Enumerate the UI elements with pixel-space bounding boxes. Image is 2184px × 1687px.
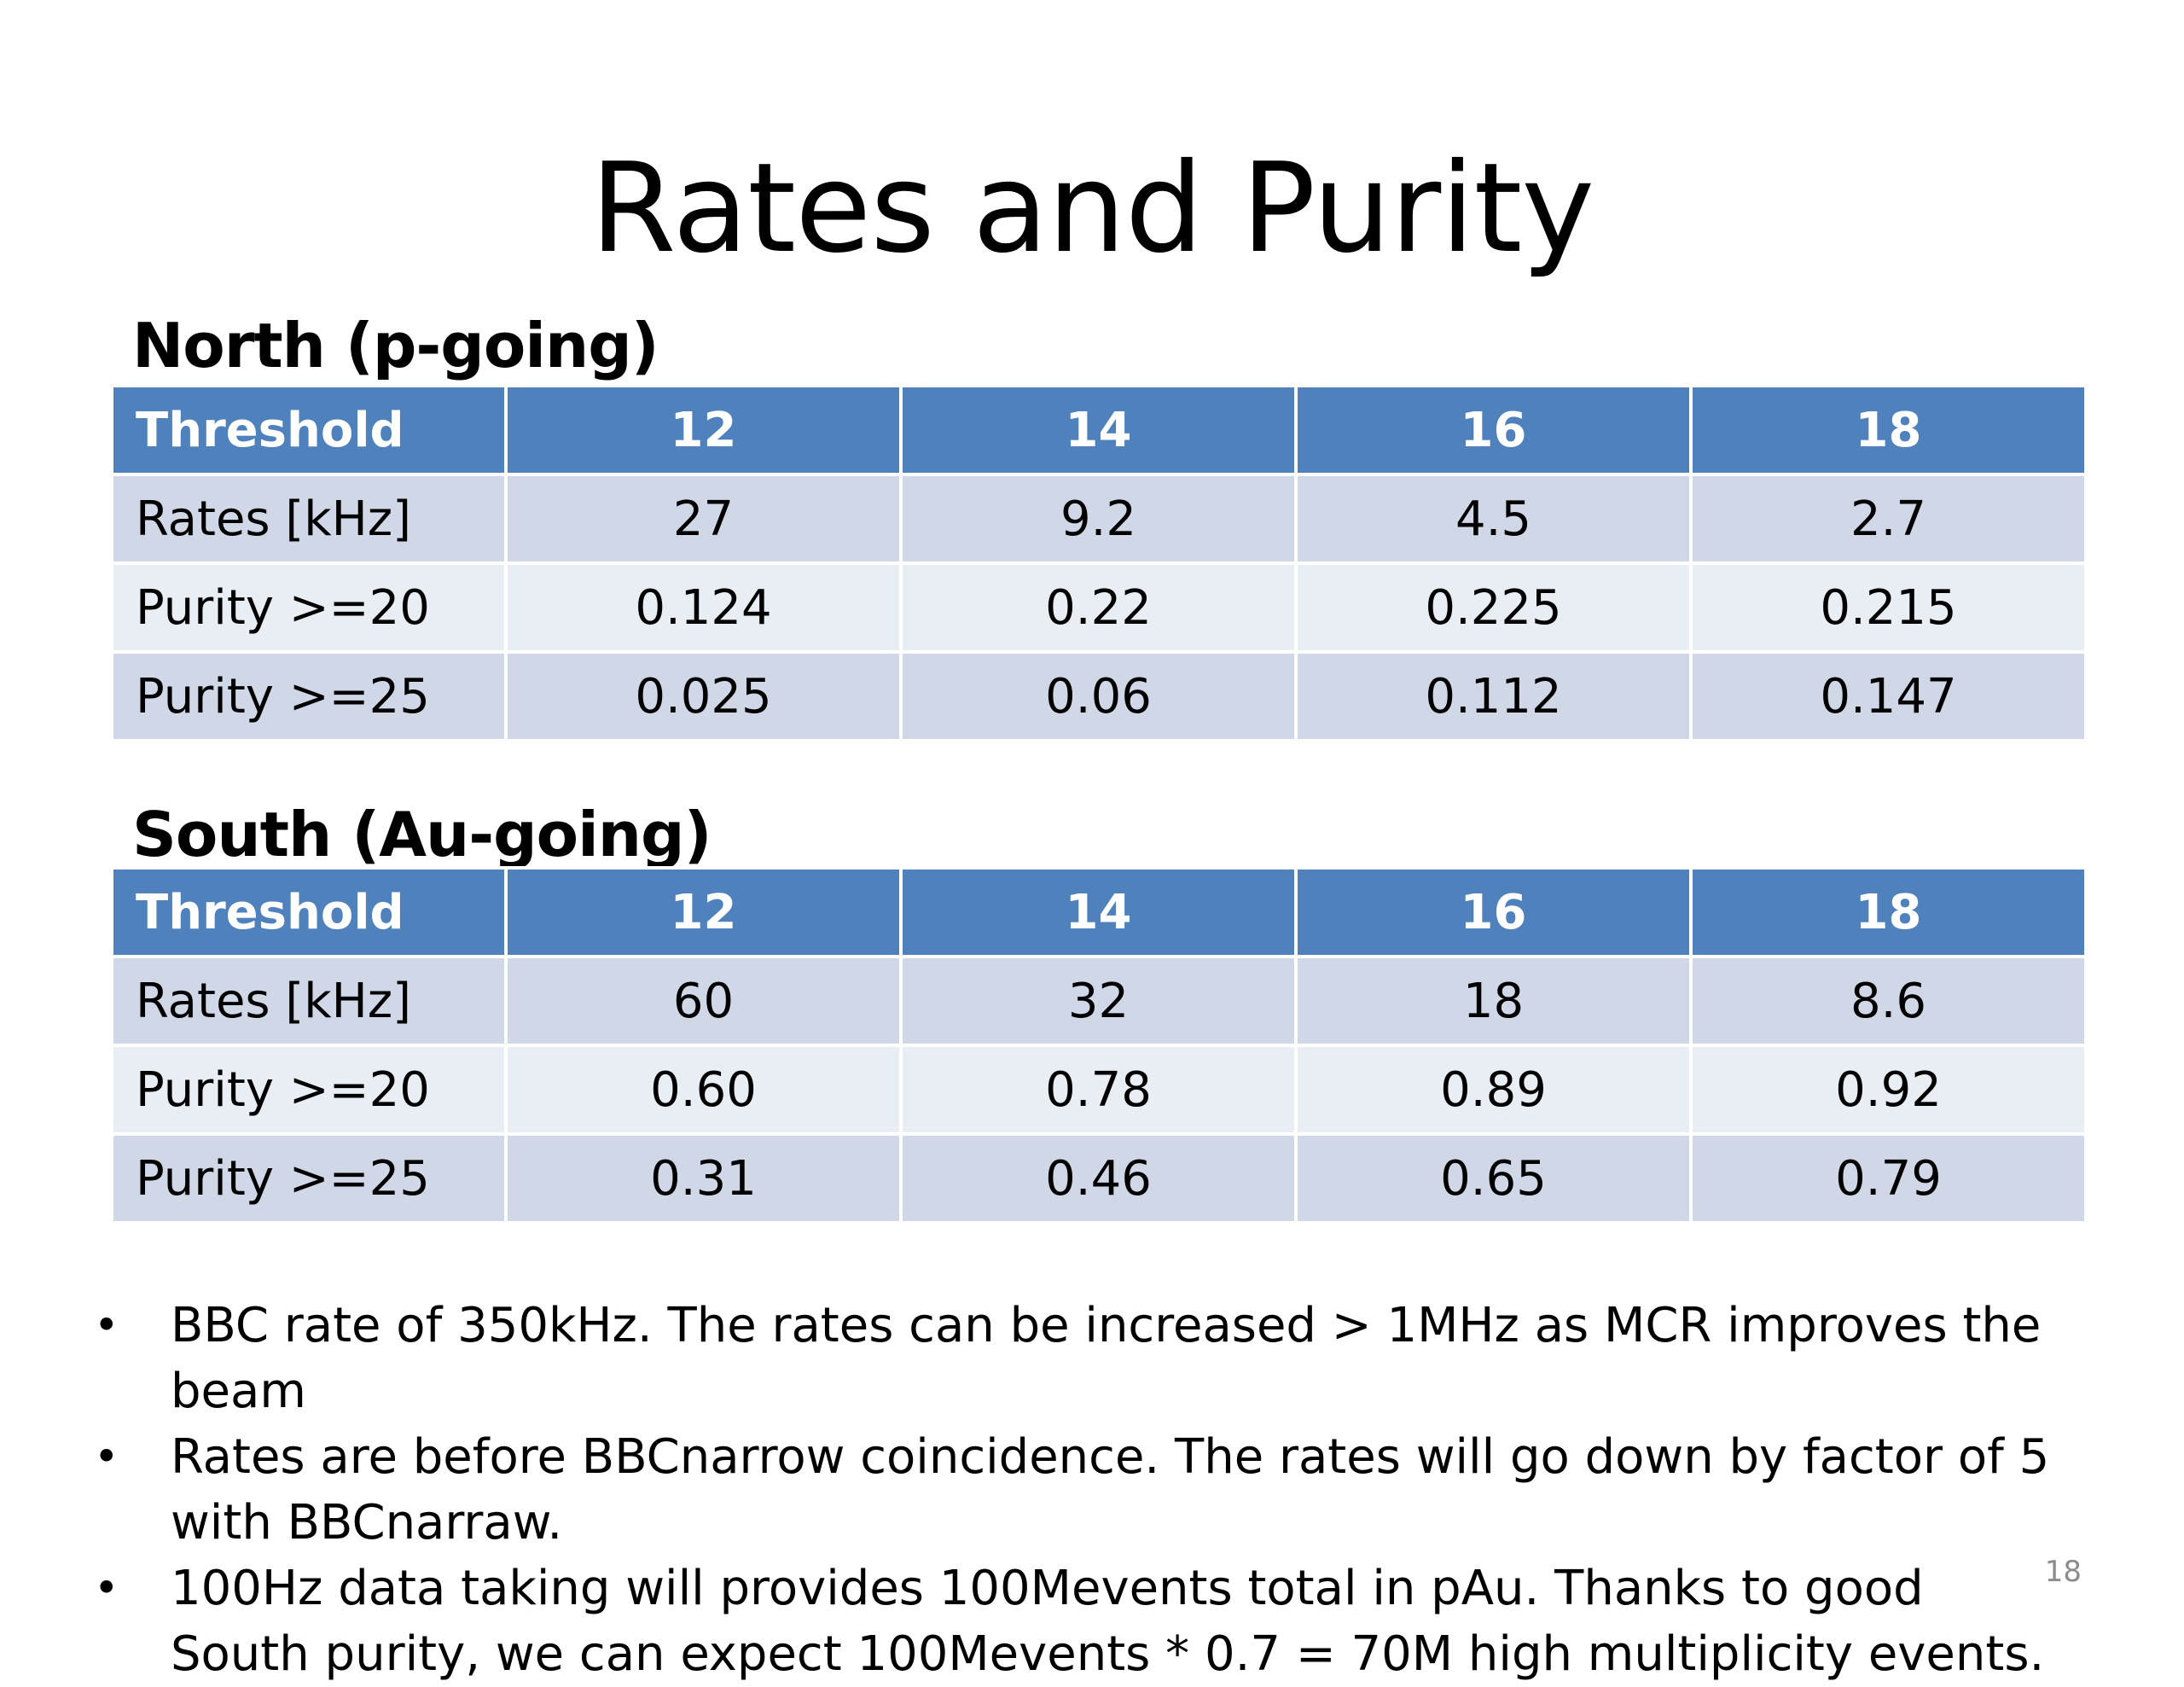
slide-title: Rates and Purity [590, 137, 1594, 281]
note-text: 100Hz data taking will provides 100Meven… [171, 1561, 2045, 1682]
north-purity20-16: 0.225 [1294, 561, 1693, 654]
south-rates-18: 8.6 [1689, 955, 2088, 1047]
south-purity25-18: 0.79 [1689, 1132, 2088, 1225]
north-table: Threshold 12 14 16 18 Rates [kHz] 27 9.2… [110, 384, 2088, 742]
north-row-rates: Rates [kHz] 27 9.2 4.5 2.7 [110, 473, 2088, 565]
north-rates-14: 9.2 [899, 473, 1298, 565]
north-section-title: North (p-going) [132, 310, 659, 381]
south-header-threshold: Threshold [110, 866, 508, 958]
south-purity20-label: Purity >=20 [110, 1044, 508, 1136]
south-purity20-12: 0.60 [504, 1044, 903, 1136]
south-purity25-16: 0.65 [1294, 1132, 1693, 1225]
south-purity20-16: 0.89 [1294, 1044, 1693, 1136]
north-purity25-16: 0.112 [1294, 650, 1693, 742]
south-purity25-12: 0.31 [504, 1132, 903, 1225]
south-header-row: Threshold 12 14 16 18 [110, 866, 2088, 958]
north-purity20-label: Purity >=20 [110, 561, 508, 654]
north-purity20-14: 0.22 [899, 561, 1298, 654]
north-header-12: 12 [504, 384, 903, 476]
north-header-row: Threshold 12 14 16 18 [110, 384, 2088, 476]
north-header-18: 18 [1689, 384, 2088, 476]
south-rates-label: Rates [kHz] [110, 955, 508, 1047]
south-table: Threshold 12 14 16 18 Rates [kHz] 60 32 … [110, 866, 2088, 1225]
south-purity25-14: 0.46 [899, 1132, 1298, 1225]
south-purity25-label: Purity >=25 [110, 1132, 508, 1225]
bullet-icon: • [94, 1563, 119, 1613]
north-purity20-12: 0.124 [504, 561, 903, 654]
south-section-title: South (Au-going) [132, 799, 712, 870]
south-header-14: 14 [899, 866, 1298, 958]
north-rates-label: Rates [kHz] [110, 473, 508, 565]
south-header-16: 16 [1294, 866, 1693, 958]
bullet-icon: • [94, 1300, 119, 1350]
note-text: Rates are before BBCnarrow coincidence. … [171, 1429, 2050, 1550]
north-row-purity20: Purity >=20 0.124 0.22 0.225 0.215 [110, 561, 2088, 654]
south-purity20-14: 0.78 [899, 1044, 1298, 1136]
south-header-18: 18 [1689, 866, 2088, 958]
note-item: • BBC rate of 350kHz. The rates can be i… [94, 1293, 2056, 1424]
north-rates-16: 4.5 [1294, 473, 1693, 565]
south-rates-14: 32 [899, 955, 1298, 1047]
note-item: • Rates are before BBCnarrow coincidence… [94, 1424, 2056, 1556]
north-purity25-label: Purity >=25 [110, 650, 508, 742]
north-purity25-12: 0.025 [504, 650, 903, 742]
note-text: BBC rate of 350kHz. The rates can be inc… [171, 1298, 2042, 1419]
south-row-rates: Rates [kHz] 60 32 18 8.6 [110, 955, 2088, 1047]
south-purity20-18: 0.92 [1689, 1044, 2088, 1136]
north-header-threshold: Threshold [110, 384, 508, 476]
south-rates-16: 18 [1294, 955, 1693, 1047]
south-header-12: 12 [504, 866, 903, 958]
north-purity25-18: 0.147 [1689, 650, 2088, 742]
north-purity25-14: 0.06 [899, 650, 1298, 742]
north-header-16: 16 [1294, 384, 1693, 476]
note-item: • 100Hz data taking will provides 100Mev… [94, 1556, 2056, 1687]
south-row-purity25: Purity >=25 0.31 0.46 0.65 0.79 [110, 1132, 2088, 1225]
notes-list: • BBC rate of 350kHz. The rates can be i… [94, 1293, 2056, 1687]
bullet-icon: • [94, 1432, 119, 1481]
north-header-14: 14 [899, 384, 1298, 476]
page-number: 18 [2044, 1555, 2082, 1589]
south-row-purity20: Purity >=20 0.60 0.78 0.89 0.92 [110, 1044, 2088, 1136]
north-rates-18: 2.7 [1689, 473, 2088, 565]
south-rates-12: 60 [504, 955, 903, 1047]
north-rates-12: 27 [504, 473, 903, 565]
north-row-purity25: Purity >=25 0.025 0.06 0.112 0.147 [110, 650, 2088, 742]
north-purity20-18: 0.215 [1689, 561, 2088, 654]
